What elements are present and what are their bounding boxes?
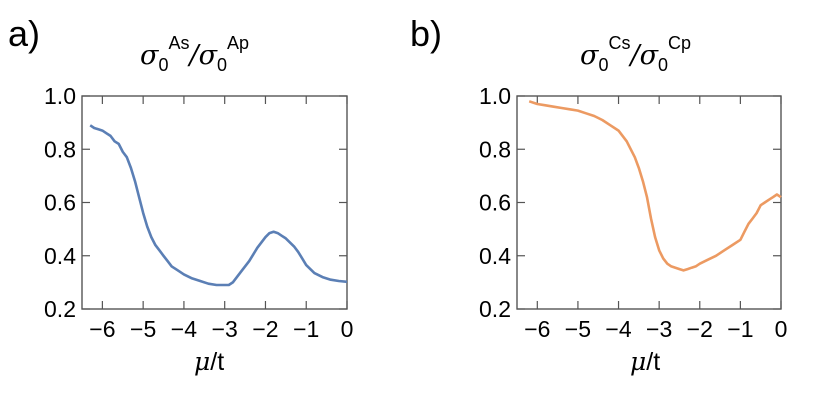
x-axis-label-a: μ/t bbox=[194, 347, 224, 376]
y-tick-label: 0.2 bbox=[479, 296, 511, 322]
title-sym1: σ bbox=[140, 40, 160, 71]
panel-a: a) σ0As/σ0Ap −6 −5 −4 −3 −2 −1 00.20.40.60.81.… bbox=[8, 13, 353, 376]
y-tick-label: 0.8 bbox=[44, 136, 76, 162]
chart-title-a: σ0As/σ0Ap bbox=[140, 33, 249, 75]
title-sub2: 0 bbox=[217, 55, 227, 75]
x-tick-label: −2 bbox=[252, 316, 278, 342]
x-tick-label: −3 bbox=[646, 316, 672, 342]
title-sym2: σ bbox=[199, 40, 219, 71]
plot-frame-a bbox=[81, 95, 348, 310]
x-label-sym: μ bbox=[194, 347, 210, 376]
series-line-b bbox=[528, 100, 782, 272]
title-slash: / bbox=[186, 40, 201, 71]
panel-label-a: a) bbox=[8, 13, 40, 54]
x-tick-label: −5 bbox=[565, 316, 591, 342]
y-tick-label: 1.0 bbox=[44, 83, 76, 109]
title-sub1: 0 bbox=[158, 55, 168, 75]
y-tick-label: 1.0 bbox=[479, 83, 511, 109]
y-tick-label: 0.6 bbox=[44, 190, 76, 216]
ticks-a: −6 −5 −4 −3 −2 −1 0 0.2 0.4 0.6 0.8 1.0 bbox=[44, 83, 353, 342]
x-label-unit: /t bbox=[646, 348, 660, 376]
y-tick-label: 0.6 bbox=[479, 190, 511, 216]
title-sym2: σ bbox=[640, 40, 660, 71]
y-tick-label: 0.8 bbox=[479, 136, 511, 162]
x-label-sym: μ bbox=[630, 347, 646, 376]
title-sup1: As bbox=[168, 33, 189, 53]
x-tick-label: −3 bbox=[212, 316, 238, 342]
x-label-unit: /t bbox=[210, 348, 224, 376]
x-tick-label: −5 bbox=[130, 316, 156, 342]
x-axis-label-b: μ/t bbox=[630, 347, 660, 376]
chart-title-b: σ0Cs/σ0Cp bbox=[580, 33, 691, 75]
x-tick-label: −1 bbox=[293, 316, 319, 342]
title-sub2: 0 bbox=[658, 55, 668, 75]
title-sym1: σ bbox=[580, 40, 600, 71]
x-tick-label: 0 bbox=[775, 316, 788, 342]
panel-b: b) σ0Cs/σ0Cp −6 −5 −4 −3 −2 −1 00.20.40.60.81.… bbox=[410, 13, 787, 376]
x-tick-label: 0 bbox=[341, 316, 354, 342]
series-line-a bbox=[89, 124, 348, 287]
x-tick-label: −4 bbox=[605, 316, 631, 342]
y-tick-label: 0.2 bbox=[44, 296, 76, 322]
panel-label-b: b) bbox=[410, 13, 442, 54]
title-sup2: Ap bbox=[227, 33, 249, 53]
ticks-b: −6 −5 −4 −3 −2 −1 0 0.2 0.4 0.6 0.8 1.0 bbox=[479, 83, 787, 342]
x-tick-label: −6 bbox=[524, 316, 550, 342]
y-tick-label: 0.4 bbox=[479, 243, 511, 269]
x-tick-label: −2 bbox=[687, 316, 713, 342]
x-tick-label: −4 bbox=[171, 316, 197, 342]
x-tick-label: −6 bbox=[89, 316, 115, 342]
title-sup2: Cp bbox=[668, 33, 691, 53]
y-tick-label: 0.4 bbox=[44, 243, 76, 269]
title-sup1: Cs bbox=[608, 33, 630, 53]
title-sub1: 0 bbox=[598, 55, 608, 75]
title-slash: / bbox=[627, 40, 642, 71]
x-tick-label: −1 bbox=[727, 316, 753, 342]
